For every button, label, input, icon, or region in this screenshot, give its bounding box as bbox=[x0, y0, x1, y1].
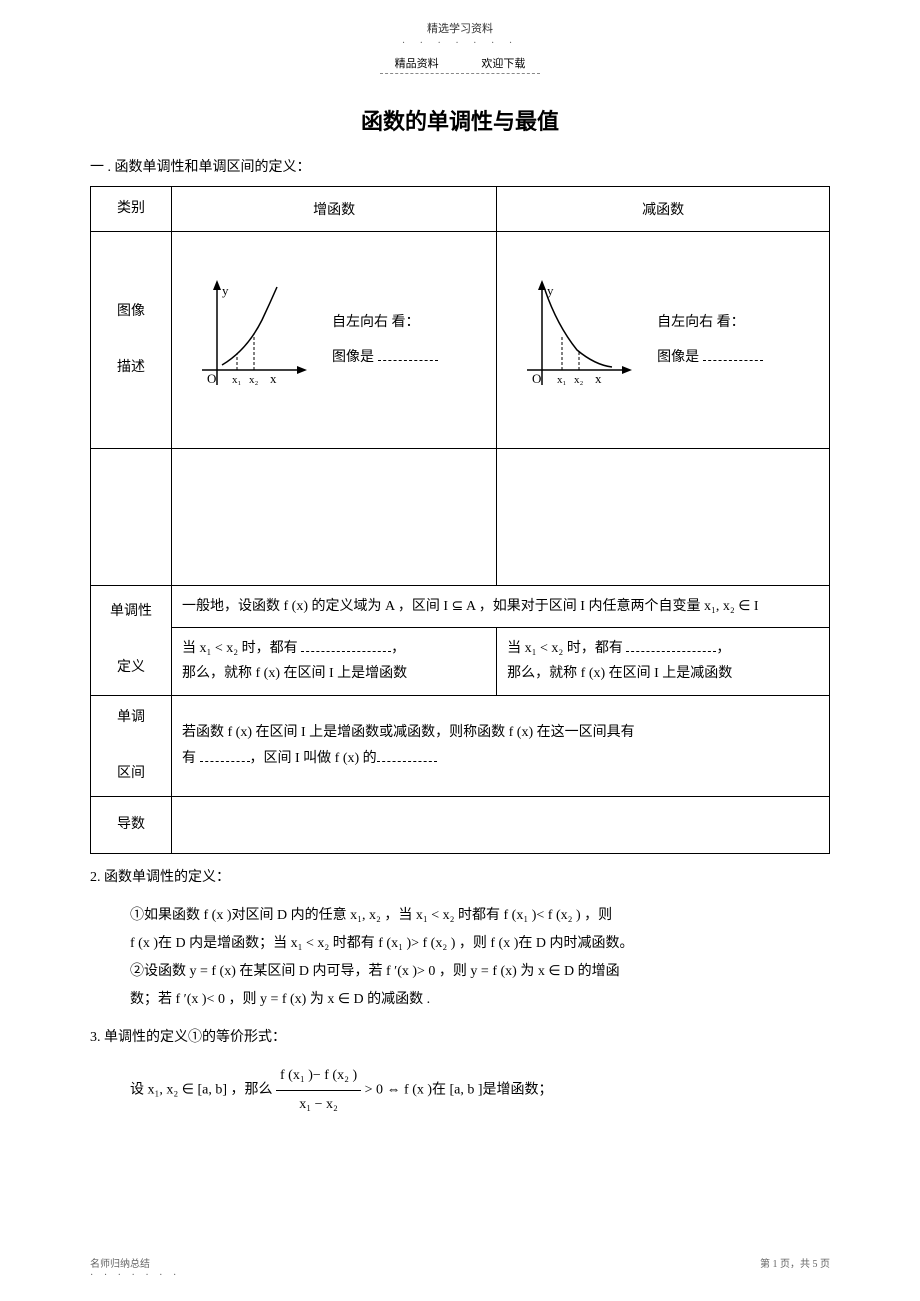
mono-dec-blank bbox=[626, 637, 716, 652]
svg-text:y: y bbox=[547, 283, 554, 298]
section-2-head: 2. 函数单调性的定义： bbox=[90, 864, 830, 892]
header-top: 精选学习资料 bbox=[90, 20, 830, 36]
interval-blank2 bbox=[377, 747, 437, 762]
th-decreasing: 减函数 bbox=[497, 187, 830, 232]
section-2-body: ①如果函数 f (x )对区间 D 内的任意 x₁, x₂ ，当 x₁ < x₂… bbox=[90, 902, 830, 1014]
s2-line1a: ①如果函数 f (x )对区间 D 内的任意 x₁, x₂ ，当 x₁ < x₂… bbox=[130, 902, 830, 930]
svg-text:x₁: x₁ bbox=[232, 374, 242, 386]
spacer-label bbox=[91, 449, 172, 586]
s2-line2b: 数；若 f ′(x )< 0 ，则 y = f (x) 为 x ∈ D 的减函数… bbox=[130, 986, 830, 1014]
dec-blank bbox=[703, 346, 763, 361]
svg-text:x₂: x₂ bbox=[574, 374, 584, 386]
svg-text:O: O bbox=[207, 371, 216, 386]
th-category: 类别 bbox=[91, 187, 172, 232]
inc-look-label: 自左向右 看： bbox=[332, 315, 420, 330]
svg-text:x₁: x₁ bbox=[557, 374, 567, 386]
header-left-label: 精品资料 bbox=[395, 55, 439, 71]
header-dots: · · · · · · · bbox=[90, 38, 830, 49]
s3-frac-num: f (x₁ )− f (x₂ ) bbox=[276, 1062, 361, 1091]
svg-text:x₂: x₂ bbox=[249, 374, 259, 386]
row-label-interval: 单调 区间 bbox=[91, 695, 172, 796]
page-footer: 名师归纳总结 · · · · · · · 第 1 页，共 5 页 bbox=[90, 1255, 830, 1281]
section-1-head: 一 . 函数单调性和单调区间的定义： bbox=[90, 156, 830, 176]
spacer-dec bbox=[497, 449, 830, 586]
header-right-label: 欢迎下载 bbox=[481, 55, 525, 71]
dec-image-label: 图像是 bbox=[657, 350, 699, 365]
inc-blank bbox=[378, 346, 438, 361]
mono-inc-text2: 那么，就称 f (x) 在区间 I 上是增函数 bbox=[182, 666, 407, 681]
s3-post: > 0 ⇔ f (x )在 [a, b ]是增函数； bbox=[365, 1082, 553, 1097]
s3-pre: 设 x₁, x₂ ∈ [a, b] ，那么 bbox=[130, 1082, 273, 1097]
mono-inc-text1: 当 x₁ < x₂ 时，都有 bbox=[182, 641, 298, 656]
header-labels: 精品资料 欢迎下载 bbox=[90, 55, 830, 71]
s3-fraction: f (x₁ )− f (x₂ ) x₁ − x₂ bbox=[276, 1062, 361, 1119]
page-title: 函数的单调性与最值 bbox=[90, 104, 830, 136]
th-increasing: 增函数 bbox=[172, 187, 497, 232]
mono-general: 一般地，设函数 f (x) 的定义域为 A ，区间 I ⊆ A ，如果对于区间 … bbox=[172, 586, 830, 628]
inc-image-label: 图像是 bbox=[332, 350, 374, 365]
mono-dec-cell: 当 x₁ < x₂ 时，都有 ， 那么，就称 f (x) 在区间 I 上是减函数 bbox=[497, 628, 830, 695]
deriv-cell bbox=[172, 796, 830, 853]
svg-text:x: x bbox=[270, 371, 277, 386]
s3-frac-den: x₁ − x₂ bbox=[276, 1091, 361, 1119]
svg-text:y: y bbox=[222, 283, 229, 298]
s2-line2a: ②设函数 y = f (x) 在某区间 D 内可导，若 f ′(x )> 0 ，… bbox=[130, 958, 830, 986]
mono-inc-blank bbox=[301, 637, 391, 652]
interval-blank1 bbox=[200, 747, 250, 762]
footer-left: 名师归纳总结 bbox=[90, 1255, 180, 1270]
header-dash bbox=[380, 73, 540, 74]
row-label-mono: 单调性 定义 bbox=[91, 586, 172, 696]
row-label-deriv: 导数 bbox=[91, 796, 172, 853]
section-3-head: 3. 单调性的定义①的等价形式： bbox=[90, 1024, 830, 1052]
cell-graph-increasing: y O x₁ x₂ x 自左向右 看： 图像是 bbox=[172, 232, 497, 449]
footer-dots: · · · · · · · bbox=[90, 1270, 180, 1281]
cell-graph-decreasing: y O x₁ x₂ x 自左向右 看： 图像是 bbox=[497, 232, 830, 449]
interval-text2: ，区间 I 叫做 f (x) 的 bbox=[250, 751, 377, 766]
row-label-image: 图像 描述 bbox=[91, 232, 172, 449]
section-3-body: 设 x₁, x₂ ∈ [a, b] ，那么 f (x₁ )− f (x₂ ) x… bbox=[90, 1062, 830, 1119]
interval-text1: 若函数 f (x) 在区间 I 上是增函数或减函数，则称函数 f (x) 在这一… bbox=[182, 725, 635, 740]
decreasing-graph-icon: y O x₁ x₂ x bbox=[517, 275, 637, 405]
spacer-inc bbox=[172, 449, 497, 586]
svg-text:x: x bbox=[595, 371, 602, 386]
footer-right: 第 1 页，共 5 页 bbox=[760, 1255, 830, 1281]
definition-table: 类别 增函数 减函数 图像 描述 y O bbox=[90, 186, 830, 854]
mono-inc-cell: 当 x₁ < x₂ 时，都有 ， 那么，就称 f (x) 在区间 I 上是增函数 bbox=[172, 628, 497, 695]
mono-dec-text1: 当 x₁ < x₂ 时，都有 bbox=[507, 641, 623, 656]
svg-text:O: O bbox=[532, 371, 541, 386]
mono-dec-text2: 那么，就称 f (x) 在区间 I 上是减函数 bbox=[507, 666, 732, 681]
interval-cell: 若函数 f (x) 在区间 I 上是增函数或减函数，则称函数 f (x) 在这一… bbox=[172, 695, 830, 796]
dec-look-label: 自左向右 看： bbox=[657, 315, 745, 330]
increasing-graph-icon: y O x₁ x₂ x bbox=[192, 275, 312, 405]
s2-line1b: f (x )在 D 内是增函数；当 x₁ < x₂ 时都有 f (x₁ )> f… bbox=[130, 930, 830, 958]
